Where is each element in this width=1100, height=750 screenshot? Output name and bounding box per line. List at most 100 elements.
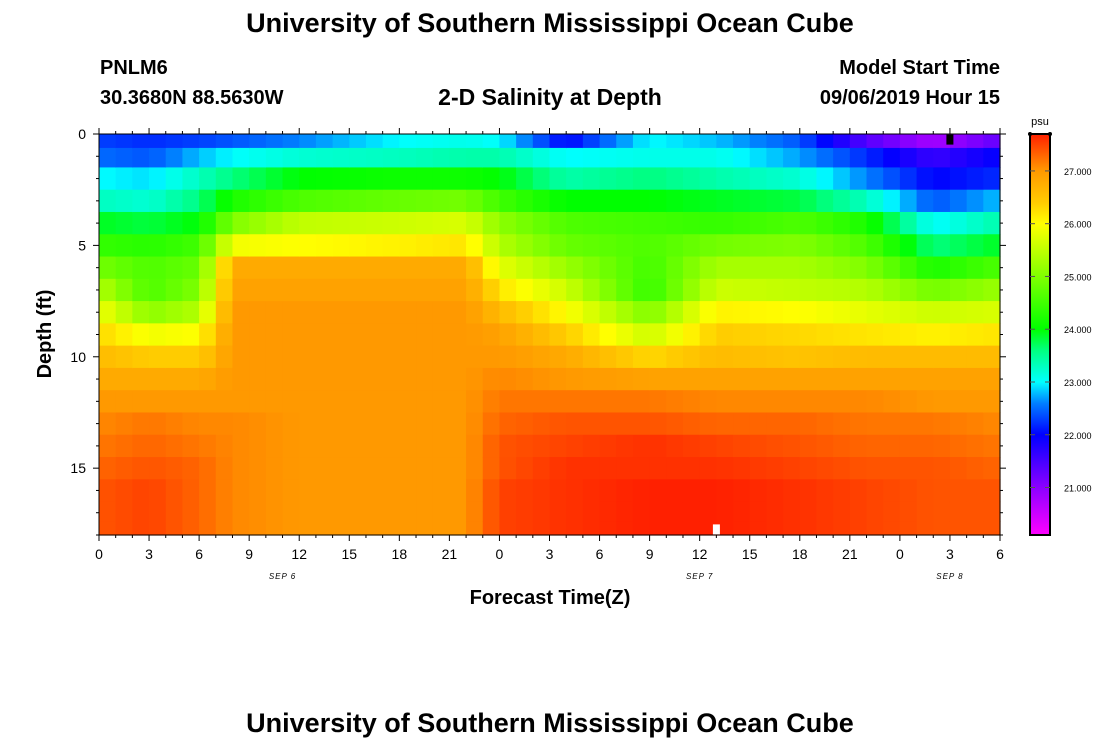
heatmap-cell	[99, 189, 117, 213]
heatmap-cell	[616, 256, 634, 280]
heatmap-cell	[599, 301, 617, 324]
heatmap-cell	[265, 457, 284, 480]
heatmap-cell	[883, 234, 901, 258]
heatmap-cell	[132, 434, 150, 458]
heatmap-cell	[616, 345, 634, 369]
heatmap-cell	[182, 345, 200, 369]
page-title: University of Southern Mississippi Ocean…	[246, 8, 854, 38]
heatmap-cell	[99, 301, 117, 324]
heatmap-cell	[766, 323, 784, 347]
heatmap-cell	[933, 189, 951, 213]
heatmap-cell	[799, 367, 818, 391]
colorbar-corner	[1028, 132, 1032, 136]
heatmap-cell	[733, 479, 751, 503]
heatmap-cell	[399, 345, 417, 369]
heatmap-cell	[549, 167, 567, 191]
heatmap-cell	[516, 434, 534, 458]
heatmap-cell	[449, 147, 467, 169]
heatmap-cell	[199, 278, 217, 302]
heatmap-cell	[916, 256, 934, 280]
heatmap-cell	[766, 211, 784, 235]
heatmap-cell	[682, 367, 701, 391]
heatmap-cell	[349, 457, 367, 480]
heatmap-cell	[733, 412, 751, 436]
heatmap-cell	[232, 345, 250, 369]
heatmap-cell	[549, 479, 567, 503]
heatmap-cell	[866, 457, 884, 480]
heatmap-cell	[566, 367, 584, 391]
heatmap-cell	[249, 434, 267, 458]
heatmap-cell	[215, 234, 234, 258]
heatmap-cell	[399, 521, 417, 536]
heatmap-cell	[749, 323, 768, 347]
heatmap-cell	[516, 457, 534, 480]
heatmap-cell	[315, 234, 334, 258]
heatmap-cell	[799, 211, 818, 235]
heatmap-cell	[449, 457, 467, 480]
heatmap-cell	[132, 189, 150, 213]
heatmap-cell	[716, 323, 734, 347]
heatmap-cell	[783, 134, 801, 149]
heatmap-cell	[165, 234, 184, 258]
heatmap-cell	[132, 167, 150, 191]
heatmap-cell	[599, 211, 617, 235]
heatmap-cell	[249, 234, 267, 258]
heatmap-cell	[232, 278, 250, 302]
heatmap-cell	[449, 412, 467, 436]
heatmap-cell	[299, 301, 317, 324]
heatmap-cell	[983, 256, 1001, 280]
heatmap-cell	[699, 345, 717, 369]
heatmap-cell	[933, 521, 951, 536]
heatmap-cell	[449, 367, 467, 391]
heatmap-cell	[265, 278, 284, 302]
heatmap-cell	[299, 167, 317, 191]
heatmap-cell	[99, 390, 117, 414]
heatmap-cell	[432, 278, 450, 302]
heatmap-cell	[382, 134, 400, 149]
heatmap-cell	[516, 134, 534, 149]
heatmap-cell	[349, 412, 367, 436]
heatmap-cell	[99, 278, 117, 302]
heatmap-cell	[716, 390, 734, 414]
heatmap-cell	[733, 434, 751, 458]
colorbar-corner	[1048, 132, 1052, 136]
heatmap-cell	[99, 147, 117, 169]
heatmap-cell	[933, 345, 951, 369]
heatmap-cell	[149, 234, 167, 258]
heatmap-cell	[232, 134, 250, 149]
heatmap-cell	[499, 211, 517, 235]
heatmap-cell	[466, 501, 484, 522]
heatmap-cell	[265, 147, 284, 169]
heatmap-cell	[549, 256, 567, 280]
heatmap-cell	[115, 147, 133, 169]
heatmap-cell	[933, 134, 951, 149]
heatmap-cell	[532, 390, 551, 414]
heatmap-cell	[299, 256, 317, 280]
heatmap-cell	[399, 301, 417, 324]
heatmap-cell	[549, 390, 567, 414]
heatmap-cell	[215, 167, 234, 191]
heatmap-cell	[165, 256, 184, 280]
heatmap-cell	[215, 390, 234, 414]
heatmap-cell	[716, 434, 734, 458]
heatmap-cell	[916, 189, 934, 213]
colorbar-tick-label: 22.000	[1064, 431, 1092, 441]
heatmap-cell	[466, 323, 484, 347]
heatmap-cell	[549, 367, 567, 391]
heatmap-cell	[566, 412, 584, 436]
heatmap-cell	[949, 211, 968, 235]
heatmap-cell	[983, 134, 1001, 149]
heatmap-cell	[549, 301, 567, 324]
heatmap-cell	[249, 278, 267, 302]
heatmap-cell	[783, 521, 801, 536]
model-start-value: 09/06/2019 Hour 15	[819, 87, 1000, 109]
heatmap-cell	[182, 167, 200, 191]
heatmap-cell	[282, 345, 300, 369]
heatmap-cell	[315, 211, 334, 235]
heatmap-cell	[833, 457, 851, 480]
heatmap-cell	[232, 367, 250, 391]
heatmap-cell	[482, 501, 501, 522]
heatmap-cell	[365, 134, 384, 149]
heatmap-cell	[866, 278, 884, 302]
heatmap-cell	[866, 134, 884, 149]
